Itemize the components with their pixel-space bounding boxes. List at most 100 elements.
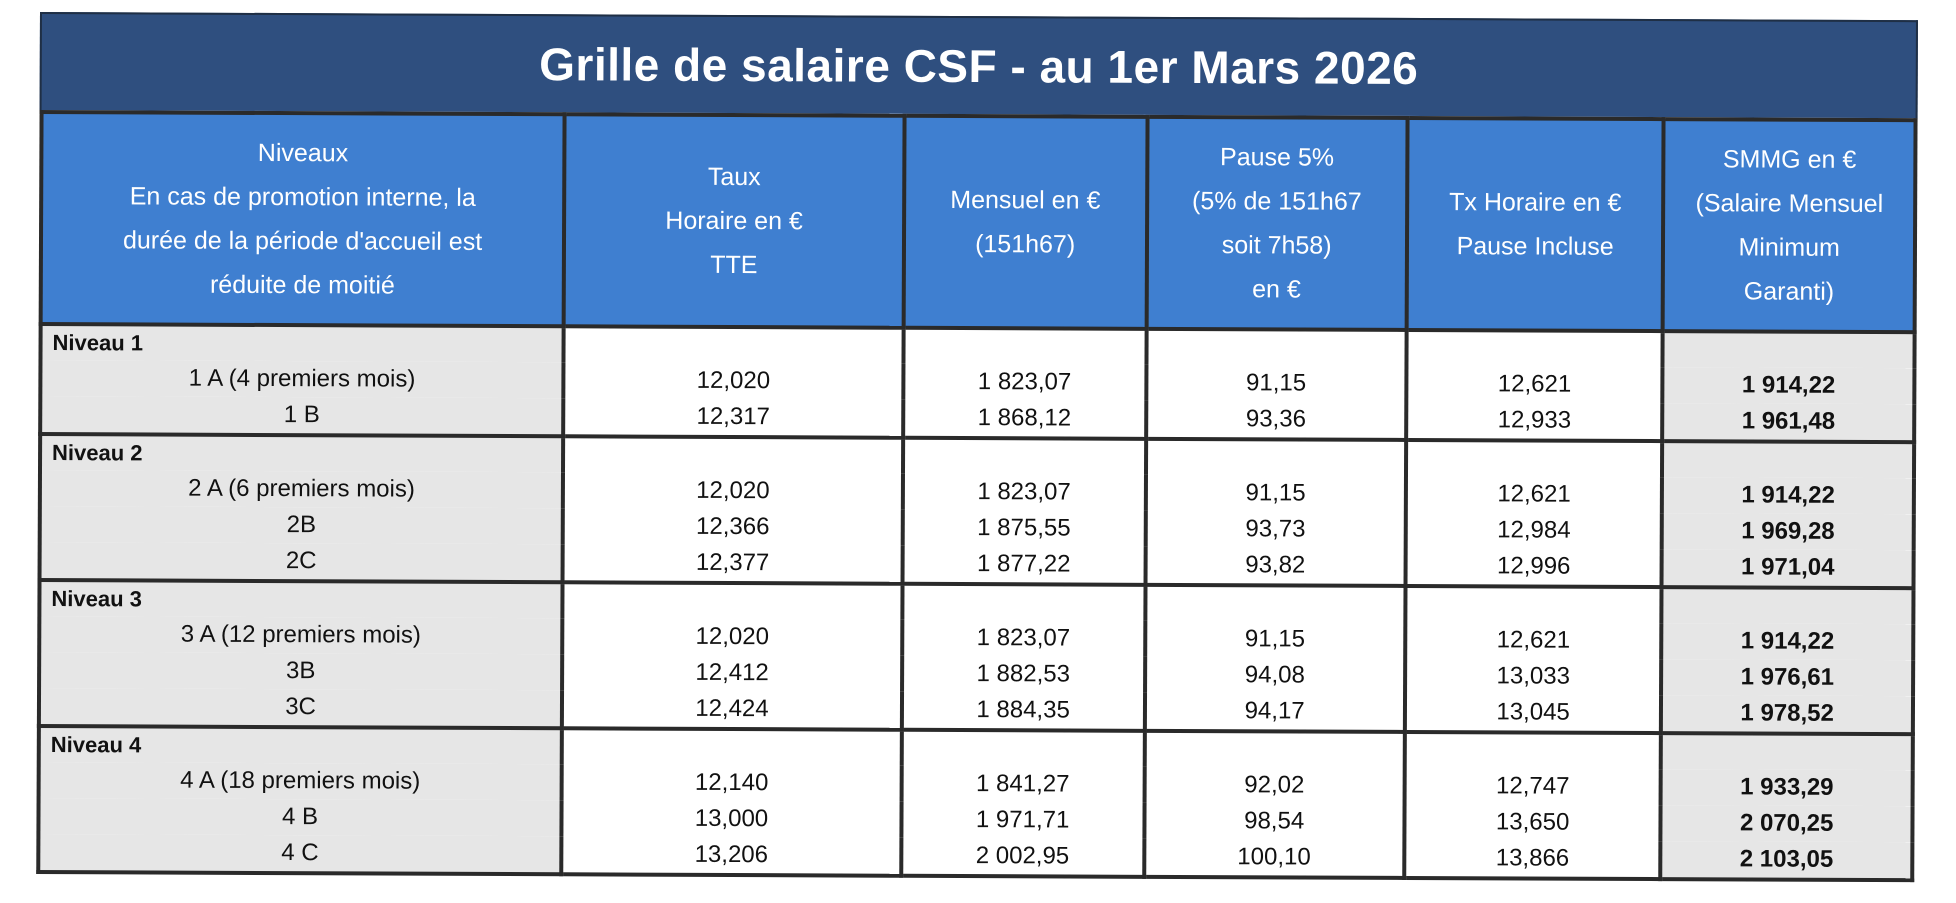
table-title: Grille de salaire CSF - au 1er Mars 2026 <box>39 12 1918 119</box>
tx-pause-cell: 13,650 <box>1404 803 1661 842</box>
header-mensuel: Mensuel en € (151h67) <box>903 115 1148 329</box>
header-line: Pause Incluse <box>1456 232 1614 261</box>
level-label: 2 A (6 premiers mois) <box>39 470 564 509</box>
empty-cell <box>1406 329 1664 368</box>
taux-cell: 12,317 <box>563 398 904 438</box>
empty-cell <box>1145 328 1407 366</box>
pause-cell: 93,82 <box>1145 546 1406 586</box>
tx-pause-cell: 12,621 <box>1405 621 1662 660</box>
empty-cell <box>902 583 1146 621</box>
empty-cell <box>1405 439 1663 478</box>
taux-cell: 12,020 <box>563 362 904 400</box>
smmg-cell: 1 971,04 <box>1661 549 1914 589</box>
header-line: En cas de promotion interne, la <box>129 182 476 212</box>
level-label: 3C <box>38 688 563 729</box>
mensuel-cell: 1 823,07 <box>901 619 1145 657</box>
empty-cell <box>561 728 902 766</box>
header-line: Taux <box>707 162 761 192</box>
pause-cell: 94,08 <box>1144 656 1406 694</box>
header-line: réduite de moitié <box>209 270 395 300</box>
taux-cell: 12,424 <box>562 690 902 730</box>
header-taux-horaire: Taux Horaire en € TTE <box>563 114 905 328</box>
taux-cell: 12,020 <box>563 472 903 510</box>
mensuel-cell: 2 002,95 <box>901 837 1144 877</box>
header-line: (5% de 151h67 <box>1192 187 1362 216</box>
tx-pause-cell: 12,933 <box>1406 401 1663 442</box>
header-line: durée de la période d'accueil est <box>122 226 483 256</box>
level-name: Niveau 1 <box>40 324 564 363</box>
mensuel-cell: 1 841,27 <box>901 765 1145 803</box>
header-line: Pause 5% <box>1220 143 1335 172</box>
salary-grid-sheet: Grille de salaire CSF - au 1er Mars 2026… <box>36 12 1918 882</box>
smmg-cell: 1 914,22 <box>1662 477 1914 515</box>
tx-pause-cell: 12,984 <box>1405 511 1663 550</box>
level-label: 4 C <box>38 834 562 875</box>
level-name: Niveau 2 <box>40 434 564 473</box>
level-label: 4 B <box>38 798 562 837</box>
smmg-cell: 2 103,05 <box>1660 841 1913 881</box>
header-line: Tx Horaire en € <box>1449 188 1622 217</box>
header-line: (Salaire Mensuel <box>1695 189 1884 219</box>
empty-cell <box>563 436 903 474</box>
empty-cell <box>902 437 1146 475</box>
empty-cell <box>563 326 904 364</box>
level-name: Niveau 4 <box>38 726 563 765</box>
level-label: 1 A (4 premiers mois) <box>40 360 564 399</box>
tx-pause-cell: 12,621 <box>1405 475 1663 514</box>
empty-cell <box>1661 587 1914 625</box>
pause-cell: 98,54 <box>1143 802 1405 840</box>
level-label: 2C <box>39 542 563 583</box>
empty-cell <box>1144 730 1405 768</box>
header-line: en € <box>1252 275 1301 304</box>
tx-pause-cell: 13,866 <box>1404 839 1661 880</box>
header-line: Mensuel en € <box>950 185 1101 215</box>
mensuel-cell: 1 823,07 <box>902 473 1146 511</box>
empty-cell <box>562 582 903 620</box>
mensuel-cell: 1 823,07 <box>903 363 1146 401</box>
smmg-cell: 1 961,48 <box>1662 403 1915 443</box>
taux-cell: 12,140 <box>561 764 902 802</box>
smmg-cell: 1 978,52 <box>1661 695 1914 735</box>
pause-cell: 91,15 <box>1144 620 1406 658</box>
level-label: 3 A (12 premiers mois) <box>39 616 563 655</box>
mensuel-cell: 1 971,71 <box>901 801 1145 839</box>
header-row: Niveaux En cas de promotion interne, la du… <box>40 112 1916 333</box>
smmg-cell: 1 933,29 <box>1660 769 1913 807</box>
tx-pause-cell: 12,996 <box>1405 547 1663 588</box>
empty-cell <box>1144 584 1406 622</box>
pause-cell: 91,15 <box>1145 364 1407 402</box>
header-line: Niveaux <box>257 138 349 168</box>
mensuel-cell: 1 884,35 <box>901 691 1145 731</box>
header-smmg: SMMG en € (Salaire Mensuel Minimum Garanti) <box>1663 119 1916 333</box>
taux-cell: 13,000 <box>561 800 902 838</box>
pause-cell: 92,02 <box>1144 766 1405 804</box>
pause-cell: 94,17 <box>1144 692 1405 732</box>
table-row: 4 C 13,206 2 002,95 100,10 13,866 2 103,05 <box>38 834 1913 881</box>
mensuel-cell: 1 877,22 <box>902 545 1146 585</box>
tx-pause-cell: 13,033 <box>1404 657 1662 696</box>
pause-cell: 93,73 <box>1145 510 1406 548</box>
header-line: Garanti) <box>1743 277 1835 306</box>
header-line: Horaire en € <box>665 206 803 236</box>
taux-cell: 12,377 <box>562 544 903 584</box>
level-label: 2B <box>39 506 564 545</box>
taux-cell: 12,412 <box>562 654 902 692</box>
level-name: Niveau 3 <box>39 580 563 619</box>
level-label: 1 B <box>40 396 564 437</box>
header-tx-pause: Tx Horaire en € Pause Incluse <box>1406 117 1664 332</box>
salary-table: Niveaux En cas de promotion interne, la du… <box>36 110 1917 882</box>
header-line: (151h67) <box>975 230 1076 259</box>
empty-cell <box>903 327 1147 365</box>
level-label: 4 A (18 premiers mois) <box>38 762 562 801</box>
empty-cell <box>1662 331 1915 369</box>
level-label: 3B <box>39 652 563 691</box>
taux-cell: 13,206 <box>561 836 902 876</box>
empty-cell <box>1661 733 1913 771</box>
taux-cell: 12,020 <box>562 618 903 656</box>
tx-pause-cell: 13,045 <box>1404 693 1662 734</box>
header-niveaux: Niveaux En cas de promotion interne, la du… <box>40 112 565 327</box>
empty-cell <box>1405 585 1662 624</box>
pause-cell: 93,36 <box>1145 400 1407 440</box>
pause-cell: 91,15 <box>1145 474 1406 512</box>
